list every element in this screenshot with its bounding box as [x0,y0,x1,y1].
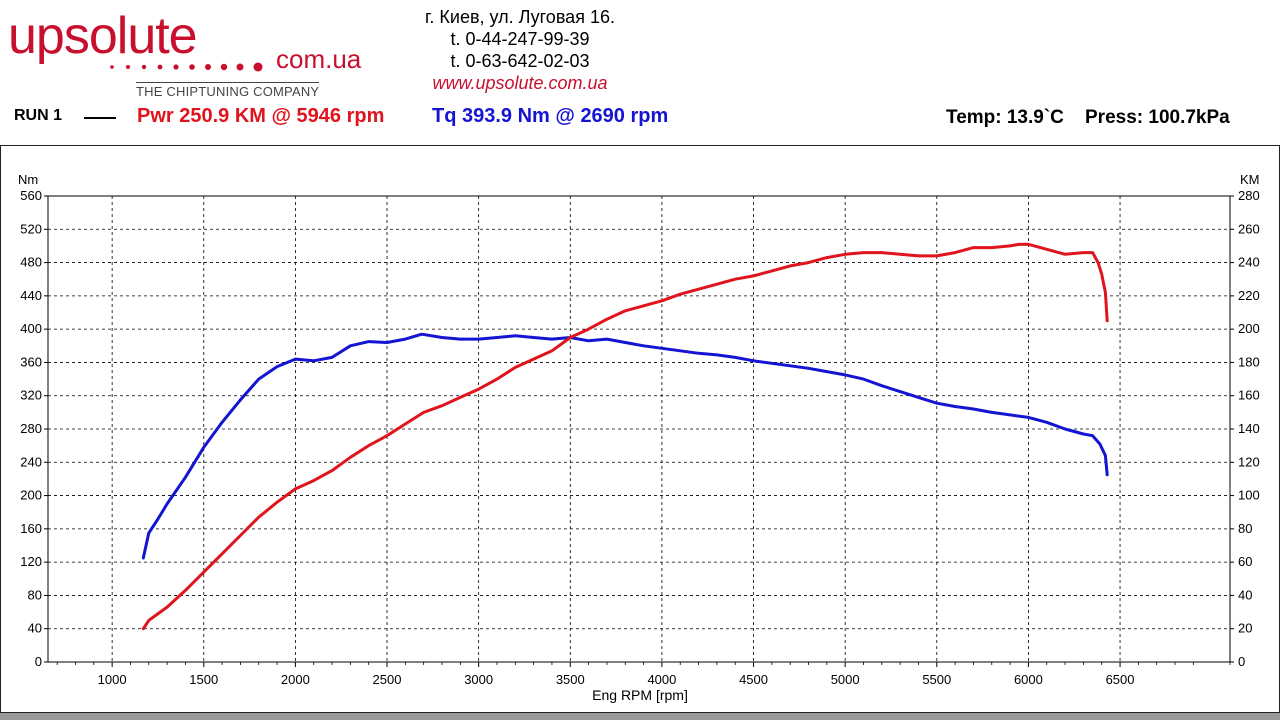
y-tick-label-right: 120 [1238,454,1260,469]
y-tick-label-left: 360 [20,354,42,369]
y-tick-label-right: 160 [1238,388,1260,403]
phone-1: t. 0-44-247-99-39 [450,29,590,49]
x-tick-label: 6500 [1106,672,1135,687]
grid-lines [48,196,1230,662]
torque-summary: Tq 393.9 Nm @ 2690 rpm [432,105,669,127]
x-tick-label: 3500 [556,672,585,687]
website-link[interactable]: www.upsolute.com.ua [432,73,608,93]
x-tick-label: 4000 [647,672,676,687]
x-tick-label: 4500 [739,672,768,687]
y-tick-label-right: 280 [1238,188,1260,203]
y-tick-label-right: 20 [1238,621,1252,636]
y-tick-label-left: 40 [28,621,42,636]
x-tick-label: 5000 [831,672,860,687]
y-tick-label-left: 240 [20,454,42,469]
power-curve [141,242,1109,631]
y-tick-label-right: 100 [1238,488,1260,503]
torque-curve [141,332,1109,560]
x-tick-label: 6000 [1014,672,1043,687]
brand-logo: upsolute com.ua THE CHIPTUNING COMPANY [8,6,388,99]
y-tick-label-left: 400 [20,321,42,336]
logo-tagline: THE CHIPTUNING COMPANY [136,82,320,99]
y-tick-label-left: 480 [20,255,42,270]
contact-block: г. Киев, ул. Луговая 16. t. 0-44-247-99-… [395,6,645,94]
y-tick-label-right: 260 [1238,221,1260,236]
x-axis-label: Eng RPM [rpm] [592,687,688,703]
environment-readout: Temp: 13.9`C Press: 100.7kPa [946,107,1230,128]
x-tick-label: 2000 [281,672,310,687]
phone-2: t. 0-63-642-02-03 [450,51,590,71]
address-text: г. Киев, ул. Луговая 16. [425,7,615,27]
y-tick-label-right: 240 [1238,255,1260,270]
logo-text: upsolute [8,7,198,65]
y-tick-label-right: 60 [1238,554,1252,569]
y-tick-label-left: 520 [20,221,42,236]
run-legend-line [84,117,116,119]
y-tick-label-left: 80 [28,587,42,602]
y-tick-label-right: 40 [1238,587,1252,602]
y-axis-label-left: Nm [18,172,38,187]
power-summary: Pwr 250.9 KM @ 5946 rpm [137,105,385,127]
y-tick-label-left: 440 [20,288,42,303]
y-tick-label-left: 320 [20,388,42,403]
x-tick-label: 3000 [464,672,493,687]
y-axis-label-right: KM [1240,172,1260,187]
y-tick-label-left: 120 [20,554,42,569]
x-tick-label: 5500 [922,672,951,687]
x-tick-label: 2500 [373,672,402,687]
y-tick-label-right: 80 [1238,521,1252,536]
y-tick-label-left: 200 [20,488,42,503]
y-tick-label-left: 160 [20,521,42,536]
axis-ticks: 0 0 40 20 80 40 120 60 160 80 200 100 240 120 280 140 32… [20,188,1259,687]
x-tick-label: 1000 [98,672,127,687]
y-tick-label-right: 220 [1238,288,1260,303]
run-label: RUN 1 [14,107,63,124]
y-tick-label-left: 0 [35,654,42,669]
bottom-strip [0,713,1280,720]
y-tick-label-right: 140 [1238,421,1260,436]
logo-dots-decoration [110,62,263,72]
y-tick-label-left: 280 [20,421,42,436]
logo-domain: com.ua [276,44,362,74]
y-tick-label-right: 0 [1238,654,1245,669]
y-tick-label-right: 180 [1238,354,1260,369]
y-tick-label-right: 200 [1238,321,1260,336]
series-group [141,242,1109,631]
x-tick-label: 1500 [189,672,218,687]
y-tick-label-left: 560 [20,188,42,203]
